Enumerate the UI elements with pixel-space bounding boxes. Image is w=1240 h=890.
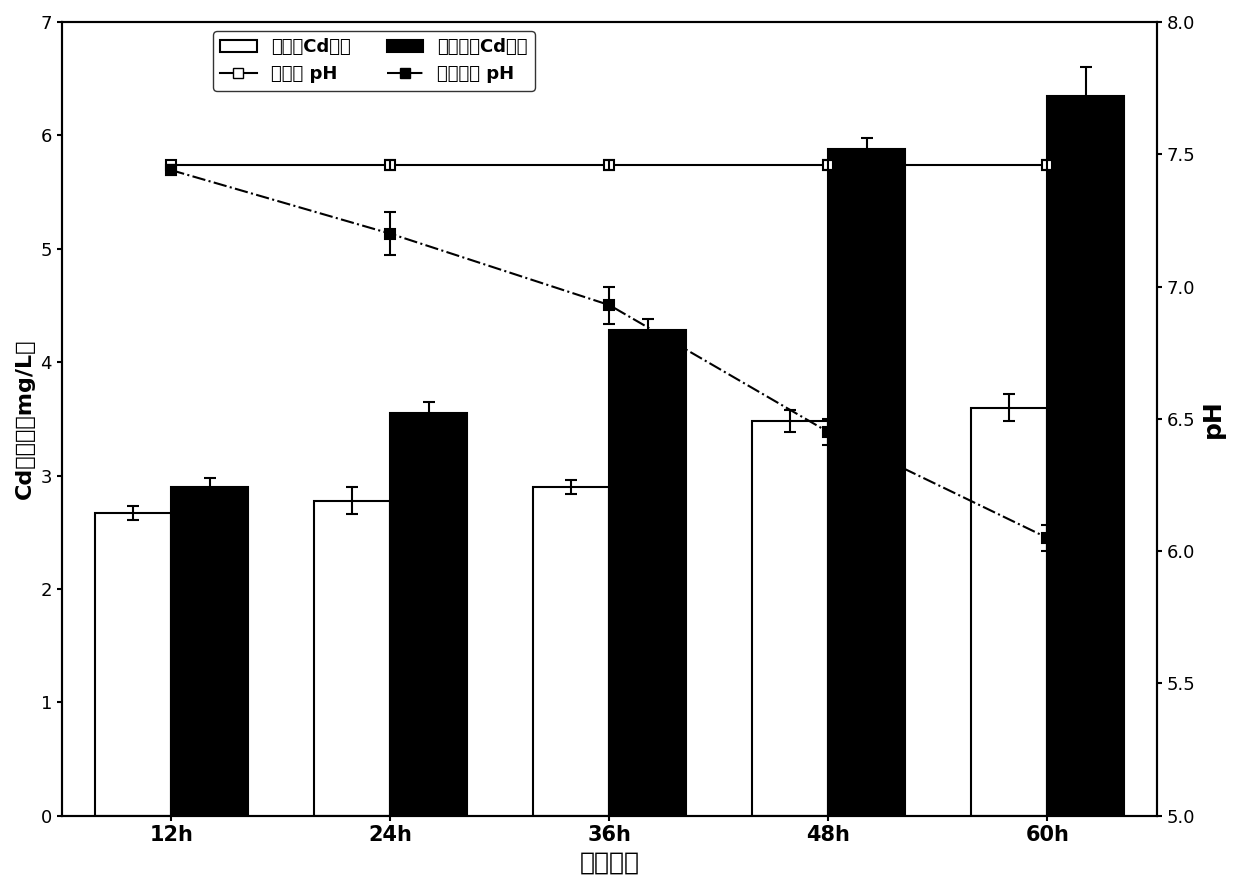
Bar: [533, 487, 609, 816]
Bar: [751, 421, 828, 816]
Bar: [94, 513, 171, 816]
Bar: [391, 413, 467, 816]
Bar: [314, 500, 391, 816]
Bar: [971, 408, 1048, 816]
Bar: [1048, 96, 1125, 816]
X-axis label: 培养时间: 培养时间: [579, 851, 640, 875]
Bar: [609, 330, 686, 816]
Y-axis label: Cd的含量（mg/L）: Cd的含量（mg/L）: [15, 338, 35, 499]
Bar: [828, 149, 905, 816]
Legend: 接菌组Cd含量, 接菌组 pH, 未接菌组Cd含量, 未接菌组 pH: 接菌组Cd含量, 接菌组 pH, 未接菌组Cd含量, 未接菌组 pH: [213, 31, 536, 91]
Y-axis label: pH: pH: [1202, 400, 1225, 438]
Bar: [171, 487, 248, 816]
